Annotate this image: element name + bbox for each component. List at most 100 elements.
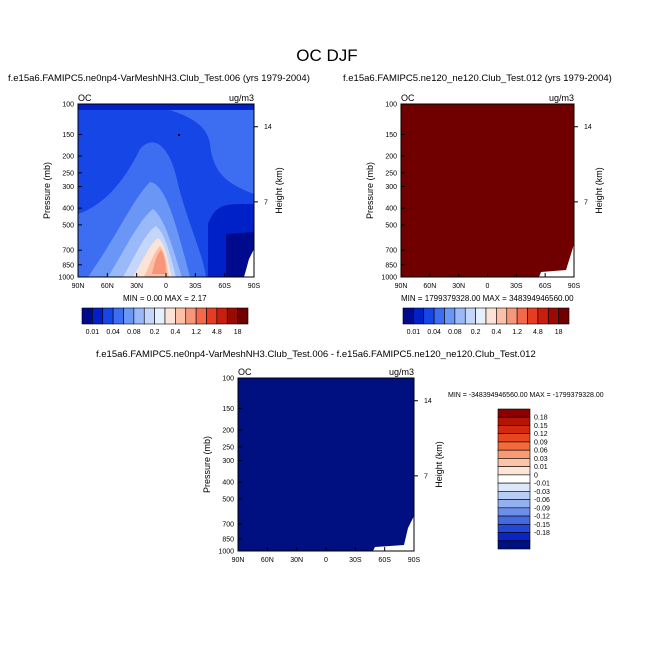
panel-1-minmax: MIN = 0.00 MAX = 2.17 [123,294,207,303]
panel-3-x-tick-label: 90N [232,557,245,564]
panel-2-colorbar-label: 4.8 [533,329,543,336]
panel-2-y-tick-label: 400 [385,206,397,213]
panel-1-ylabel: Pressure (mb) [42,162,52,219]
panel-3-y-tick-label: 1000 [218,549,234,556]
panel-3-y-tick-label: 150 [222,406,234,413]
panel-1-colorbar-label: 0.08 [127,329,141,336]
panel-2-y-tick-label: 250 [385,170,397,177]
panel-3-title: f.e15a6.FAMIPC5.ne0np4-VarMeshNH3.Club_T… [96,349,536,360]
panel-2-colorbar-box [506,307,518,325]
panel-2-x-tick-label: 90N [395,283,408,290]
panel-1-colorbar-box [195,307,207,325]
panel-1-y2-tick-label: 14 [264,124,272,131]
panel-1-title: f.e15a6.FAMIPC5.ne0np4-VarMeshNH3.Club_T… [8,73,310,84]
panel-3-colorbar-label: -0.12 [534,514,550,521]
panel-1-y-tick-label: 1000 [58,275,74,282]
panel-1-x-tick-label: 30S [189,283,202,290]
panel-2-title: f.e15a6.FAMIPC5.ne120_ne120.Club_Test.01… [343,73,612,84]
panel-3-colorbar-label: 0.18 [534,415,548,422]
panel-2-x-tick-label: 30S [510,283,523,290]
panel-3-y-tick-label: 700 [222,522,234,529]
panel-2-colorbar-box [485,307,497,325]
panel-1-colorbar-label: 4.8 [212,329,222,336]
panel-3-x-tick-label: 30S [349,557,362,564]
panel-3-missing-topography [373,516,414,551]
panel-1-y-tick-label: 850 [62,262,74,269]
panel-3-field [238,378,414,551]
panel-3-y-tick-label: 500 [222,496,234,503]
panel-3-colorbar-box [497,441,531,451]
panel-3-colorbar-label: -0.18 [534,530,550,537]
panel-2-y-tick-label: 150 [385,132,397,139]
panel-3-colorbar-label: 0.09 [534,439,548,446]
panel-2-y-tick-label: 850 [385,262,397,269]
panel-1-contour-band [78,104,254,110]
panel-1-colorbar-box [164,307,176,325]
panel-1-colorbar-box [133,307,145,325]
panel-2-colorbar-box [433,307,445,325]
panel-2-ylabel: Pressure (mb) [365,162,375,219]
panel-1-y-tick-label: 200 [62,154,74,161]
panel-1-colorbar-box [123,307,135,325]
panel-3-colorbar-label: 0.01 [534,464,548,471]
panel-3-y2-tick-label: 14 [424,398,432,405]
panel-3-colorbar-box [497,425,531,435]
panel-1-colorbar-box [216,307,228,325]
panel-1-units-label: ug/m3 [229,93,254,103]
panel-2-units-label: ug/m3 [549,93,574,103]
panel-1-field [78,104,254,277]
panel-3-y-tick-label: 400 [222,480,234,487]
panel-2-x-tick-label: 0 [486,283,490,290]
panel-3-colorbar-box [497,416,531,426]
panel-2-minmax: MIN = 1799379328.00 MAX = 348394946560.0… [401,294,574,303]
panel-3-colorbar-label: -0.09 [534,505,550,512]
panel-2-colorbar-box [516,307,528,325]
panel-1-colorbar-label: 0.4 [171,329,181,336]
panel-2-y2label: Height (km) [594,167,604,214]
panel-3-x-tick-label: 60S [378,557,391,564]
panel-1-x-tick-label: 30N [130,283,143,290]
panel-1-y2label: Height (km) [274,167,284,214]
panel-1-y-tick-label: 700 [62,248,74,255]
panel-1-x-tick-label: 60S [218,283,231,290]
panel-3-colorbar-label: 0 [534,472,538,479]
panel-3-y-tick-label: 300 [222,458,234,465]
panel-1-colorbar-box [92,307,104,325]
panel-3-x-tick-label: 90S [408,557,421,564]
panel-1-colorbar-box [143,307,155,325]
panel-2-x-tick-label: 60N [423,283,436,290]
panel-1-contour-band [226,232,254,277]
panel-2-colorbar-box [464,307,476,325]
panel-1-colorbar-label: 0.2 [150,329,160,336]
panel-2-colorbar-label: 0.08 [448,329,462,336]
panel-1-y-tick-label: 300 [62,184,74,191]
panel-3-y2-tick-label: 7 [424,473,428,480]
panel-2-colorbar-box [423,307,435,325]
panel-3-variable-label: OC [238,367,252,377]
panel-2-variable-label: OC [401,93,415,103]
panel-1-colorbar-box [175,307,187,325]
panel-2-colorbar-label: 0.4 [492,329,502,336]
panel-2-colorbar-box [402,307,414,325]
panel-3-colorbar-box [497,474,531,484]
panel-1-x-tick-label: 90N [72,283,85,290]
panel-2-colorbar-label: 0.2 [471,329,481,336]
panel-3-colorbar-box [497,458,531,467]
panel-3-colorbar-box [497,515,531,525]
panel-2-colorbar-box [413,307,425,325]
panel-2-colorbar-box [444,307,456,325]
panel-1-colorbar-box [112,307,124,325]
panel-2-colorbar-box [537,307,549,325]
panel-1-colorbar-box [81,307,93,325]
panel-3-contour-fill [238,378,414,551]
panel-3-x-tick-label: 30N [290,557,303,564]
panel-3-colorbar-box [497,540,531,550]
panel-1-variable-label: OC [78,93,92,103]
panel-1-contour-speck [178,134,180,136]
panel-2-field [401,104,574,277]
panel-3-colorbar-label: 0.03 [534,456,548,463]
panel-3-y-tick-label: 250 [222,444,234,451]
panel-3-colorbar-label: -0.03 [534,489,550,496]
panel-2-colorbar-box [558,307,570,325]
